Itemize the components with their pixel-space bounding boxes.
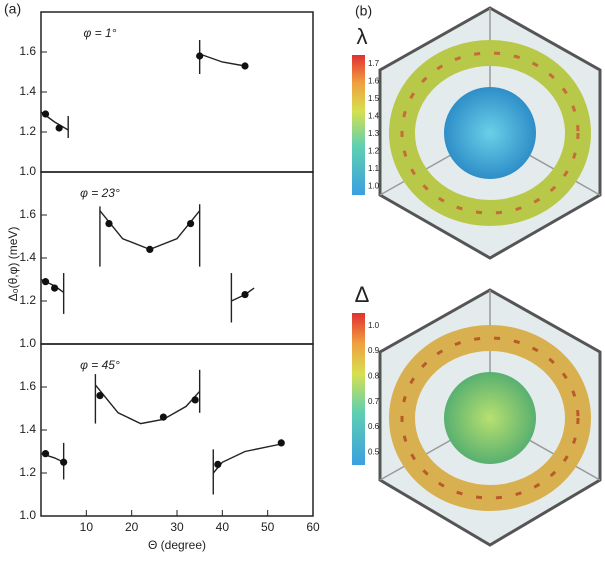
data-point: [42, 110, 49, 117]
x-tick-label: 20: [125, 520, 139, 534]
data-point: [105, 220, 112, 227]
y-tick-label: 1.4: [19, 84, 36, 98]
data-point: [51, 285, 58, 292]
colorbar-tick-label: 0.8: [368, 371, 380, 380]
y-tick-label: 1.4: [19, 422, 36, 436]
y-tick-label: 1.0: [19, 164, 36, 178]
data-point: [160, 414, 167, 421]
colorbar-tick-label: 1.2: [368, 146, 380, 155]
data-point: [196, 52, 203, 59]
data-point: [214, 461, 221, 468]
colorbar: [352, 55, 365, 195]
data-point: [60, 459, 67, 466]
curve: [41, 211, 254, 301]
data-point: [96, 392, 103, 399]
x-axis-label: Θ (degree): [148, 538, 206, 552]
colorbar-tick-label: 1.0: [368, 321, 380, 330]
y-tick-label: 1.0: [19, 336, 36, 350]
colorbar: [352, 313, 365, 465]
y-tick-label: 1.2: [19, 124, 36, 138]
y-tick-label: 1.0: [19, 508, 36, 522]
data-point: [278, 439, 285, 446]
colorbar-tick-label: 1.6: [368, 76, 380, 85]
data-point: [187, 220, 194, 227]
x-tick-label: 40: [216, 520, 230, 534]
y-tick-label: 1.6: [19, 44, 36, 58]
panel-label: (a): [4, 1, 21, 17]
curve: [41, 385, 281, 473]
x-tick-label: 60: [306, 520, 320, 534]
data-point: [42, 278, 49, 285]
y-axis-label: Δ₀(θ,φ) (meV): [6, 227, 20, 302]
y-tick-label: 1.2: [19, 465, 36, 479]
data-point: [192, 396, 199, 403]
annotation: φ = 45°: [80, 358, 120, 372]
annotation: φ = 1°: [83, 26, 116, 40]
plot-frame: [41, 12, 313, 172]
cube: [380, 8, 600, 258]
panel-label: (b): [355, 3, 372, 19]
x-tick-label: 10: [80, 520, 94, 534]
x-tick-label: 50: [261, 520, 275, 534]
colorbar-tick-label: 1.5: [368, 94, 380, 103]
y-tick-label: 1.2: [19, 293, 36, 307]
curve: [41, 54, 245, 130]
colorbar-tick-label: 1.3: [368, 129, 380, 138]
colorbar-tick-label: 0.7: [368, 397, 380, 406]
colorbar-tick-label: 1.0: [368, 181, 380, 190]
cube: [380, 290, 600, 545]
y-tick-label: 1.6: [19, 207, 36, 221]
data-point: [241, 62, 248, 69]
y-tick-label: 1.6: [19, 379, 36, 393]
y-tick-label: 1.4: [19, 250, 36, 264]
annotation: φ = 23°: [80, 186, 120, 200]
colorbar-tick-label: 1.4: [368, 111, 380, 120]
x-tick-label: 30: [170, 520, 184, 534]
colorbar-symbol: λ: [357, 24, 368, 49]
colorbar-symbol: Δ: [355, 282, 370, 307]
colorbar-tick-label: 0.6: [368, 422, 380, 431]
data-point: [241, 291, 248, 298]
colorbar-tick-label: 0.5: [368, 447, 380, 456]
data-point: [56, 124, 63, 131]
data-point: [42, 450, 49, 457]
colorbar-tick-label: 0.9: [368, 346, 380, 355]
data-point: [146, 246, 153, 253]
figure: (a) (b) Δ₀(θ,φ) (meV) 1.0 1.2 1.4 1.6 φ = 1°…: [0, 0, 605, 556]
colorbar-tick-label: 1.7: [368, 59, 380, 68]
colorbar-tick-label: 1.1: [368, 164, 380, 173]
